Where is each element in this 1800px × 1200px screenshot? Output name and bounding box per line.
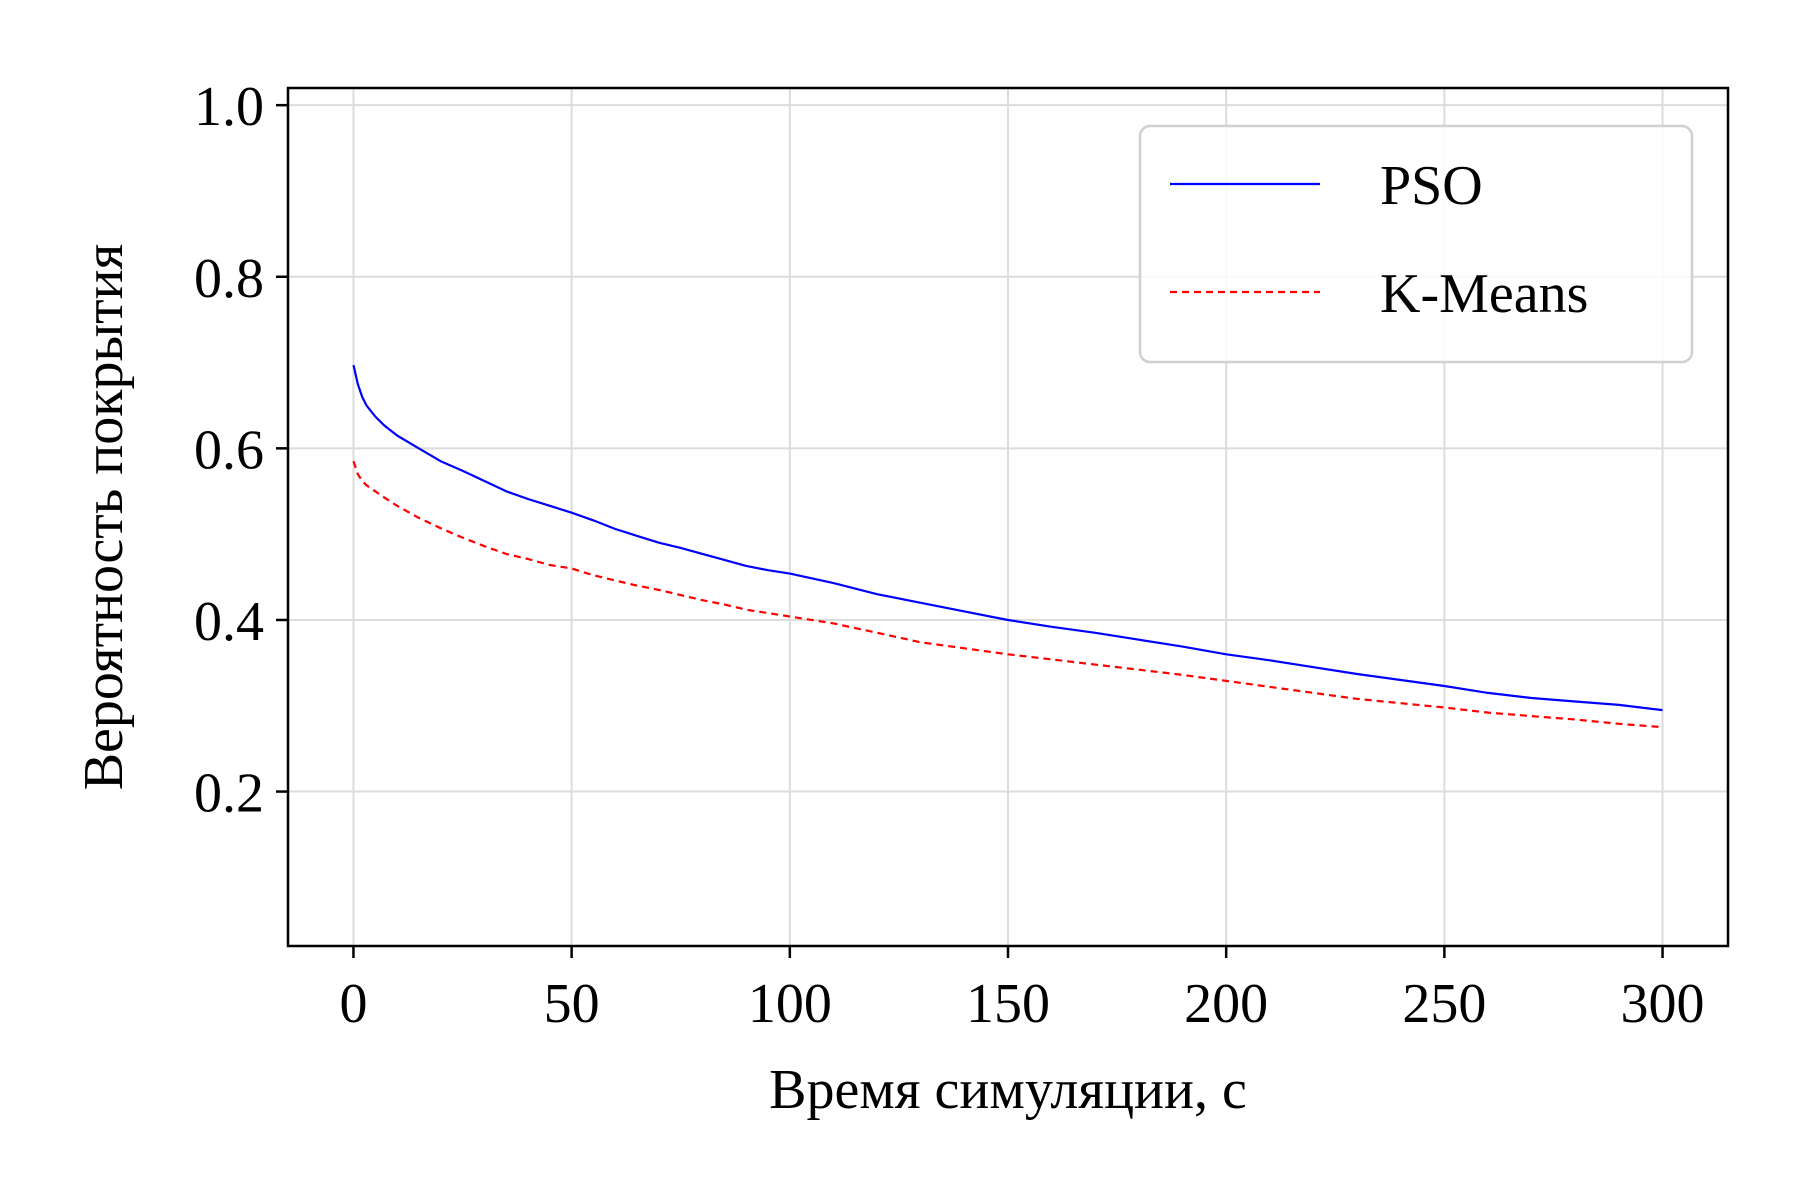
x-tick-label: 150 (966, 973, 1050, 1035)
x-tick-label: 250 (1402, 973, 1486, 1035)
x-tick-label: 100 (748, 973, 832, 1035)
x-axis-ticks: 0 50 100 150 200 250 300 (339, 946, 1705, 1035)
y-tick-label: 0.4 (194, 591, 264, 653)
y-axis-title: Вероятность покрытия (73, 244, 135, 791)
series-line-pso (352, 364, 1663, 712)
x-tick-label: 200 (1184, 973, 1268, 1035)
y-tick-label: 1.0 (194, 76, 264, 138)
y-tick-label: 0.8 (194, 248, 264, 310)
y-tick-label: 0.6 (194, 419, 264, 481)
series-lines (352, 364, 1663, 729)
x-tick-label: 0 (339, 973, 367, 1035)
series-line-k-means (352, 460, 1663, 729)
x-tick-label: 300 (1621, 973, 1705, 1035)
y-axis-ticks: 0.2 0.4 0.6 0.8 1.0 (194, 76, 288, 825)
legend: PSO K-Means (1138, 124, 1694, 364)
legend-label: K-Means (1380, 263, 1588, 325)
x-axis-title: Время симуляции, с (769, 1059, 1247, 1121)
legend-label: PSO (1380, 155, 1483, 217)
x-tick-label: 50 (544, 973, 600, 1035)
y-tick-label: 0.2 (194, 763, 264, 825)
